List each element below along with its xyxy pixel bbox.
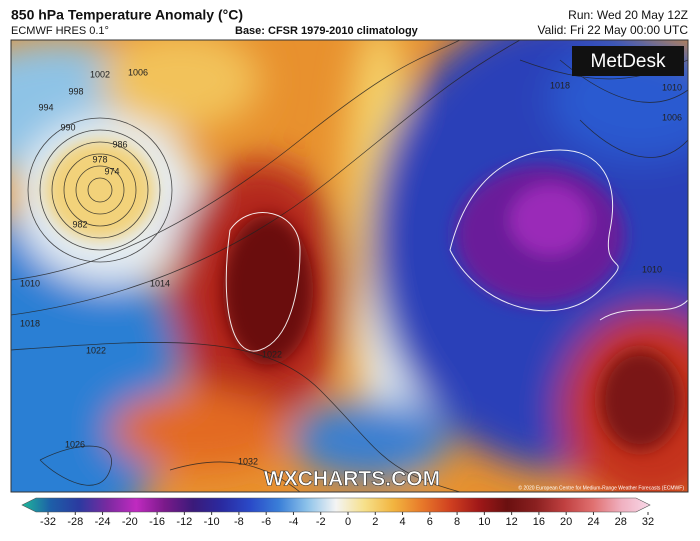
isobar-label: 974 [104,166,119,176]
colorbar-tick-label: 28 [615,516,627,528]
colorbar-tick-label: 16 [533,516,545,528]
isobar-label: 1026 [65,439,85,449]
brand: MetDesk [591,51,666,72]
colorbar-tick-label: -10 [204,516,220,528]
watermark: WXCHARTS.COM [264,468,440,491]
isobar-label: 1010 [20,278,40,288]
colorbar-tick-label: -4 [289,516,299,528]
colorbar-tick-label: 24 [587,516,599,528]
brand-box [572,46,684,76]
colorbar-tick-label: 2 [372,516,378,528]
colorbar-tick-label: 20 [560,516,572,528]
isobar-label: 1010 [642,264,662,274]
base: Base: CFSR 1979-2010 climatology [235,25,419,37]
colorbar-tick-label: 12 [506,516,518,528]
isobar-label: 978 [92,154,107,164]
colorbar-tick-label: -6 [261,516,271,528]
colorbar-tick-label: 10 [478,516,490,528]
map: 1002 1006 998 994 990 986 978 974 982 1010 1014 101… [11,40,688,492]
colorbar-tick-label: 0 [345,516,351,528]
title: 850 hPa Temperature Anomaly (°C) [11,7,243,23]
colorbar-tick-label: -20 [122,516,138,528]
map-frame [10,39,689,493]
isobar-label: 998 [68,86,83,96]
isobar-label: 1010 [662,82,682,92]
copyright: © 2020 European Centre for Medium-Range … [518,484,684,491]
isobar-label: 1018 [20,318,40,328]
isobar-label: 1032 [238,456,258,466]
isobar-label: 1022 [262,349,282,359]
colorbar-tick-label: 6 [427,516,433,528]
isobar-label: 986 [112,139,127,149]
colorbar-tick-label: 32 [642,516,654,528]
isobar-label: 990 [60,122,75,132]
isobar-label: 1014 [150,278,170,288]
colorbar [21,497,651,513]
isobar-label: 1006 [662,112,682,122]
colorbar-tick-label: -2 [316,516,326,528]
valid: Valid: Fri 22 May 00:00 UTC [538,23,689,37]
isobar-label: 1018 [550,80,570,90]
colorbar-tick-label: -16 [149,516,165,528]
run: Run: Wed 20 May 12Z [568,8,688,22]
colorbar-tick-label: -24 [95,516,111,528]
colorbar-tick-label: -12 [176,516,192,528]
model: ECMWF HRES 0.1° [11,25,109,37]
isobar-label: 1002 [90,69,110,79]
isobar-label: 982 [72,219,87,229]
colorbar-tick-label: 4 [399,516,405,528]
colorbar-tick-label: -32 [40,516,56,528]
isobar-label: 994 [38,102,53,112]
colorbar-tick-label: -8 [234,516,244,528]
isobar-label: 1006 [128,67,148,77]
colorbar-tick-label: 8 [454,516,460,528]
colorbar-tick-label: -28 [67,516,83,528]
isobar-label: 1022 [86,345,106,355]
